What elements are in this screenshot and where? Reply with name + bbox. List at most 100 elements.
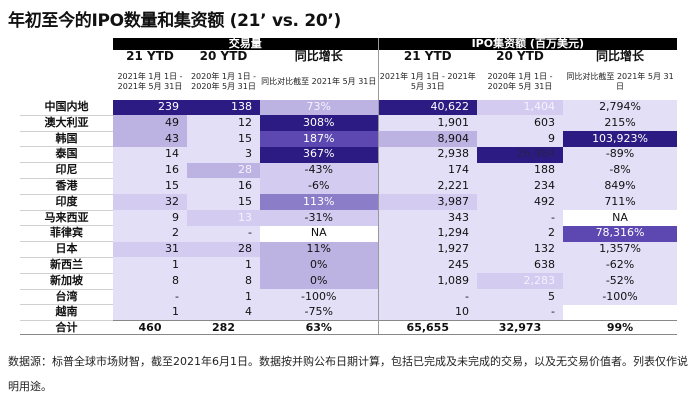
row-label: 泰国: [20, 146, 113, 164]
cell: 1: [187, 257, 260, 274]
cell: 28: [187, 162, 260, 179]
table-row: 中国内地 239 138 73% 40,622 1,404 2,794%: [20, 100, 678, 116]
cell: -100%: [260, 289, 379, 305]
cell: -62%: [563, 257, 678, 274]
cell: 1,294: [377, 225, 478, 242]
col-yoy: 同比增长: [563, 50, 678, 63]
group-header-volume: 交易量: [113, 38, 379, 50]
cell: 138: [187, 100, 260, 116]
cell: 245: [377, 257, 478, 274]
table-row: 新加坡 8 8 0% 1,089 2,283 -52%: [20, 273, 678, 290]
cell: -89%: [563, 146, 678, 163]
cell: 343: [377, 210, 478, 226]
cell: 187%: [260, 131, 379, 147]
cell: -75%: [260, 304, 379, 321]
cell: 10: [377, 304, 478, 321]
row-label: 台湾: [20, 289, 113, 306]
cell: 12: [187, 115, 260, 132]
row-label: 马来西亚: [20, 210, 113, 227]
table-row: 香港 15 16 -6% 2,221 234 849%: [20, 178, 678, 195]
group-header-proceeds: IPO集资额 (百万美元): [377, 38, 678, 50]
date-range: 同比对比截至 2021年 5月 31日: [260, 63, 379, 100]
cell: 14: [113, 146, 187, 163]
col-21ytd: 21 YTD: [113, 50, 187, 63]
cell: 1: [187, 289, 260, 305]
table-row: 印尼 16 28 -43% 174 188 -8%: [20, 162, 678, 179]
total-row: 合计 460 282 63% 65,655 32,973 99%: [20, 320, 678, 336]
cell: -: [187, 225, 260, 242]
row-label: 印尼: [20, 162, 113, 179]
cell: 15: [187, 131, 260, 147]
cell: 2,221: [377, 178, 478, 195]
cell: 31: [113, 241, 187, 258]
table-row: 泰国 14 3 367% 2,938 26,984 -89%: [20, 146, 678, 164]
cell: 2: [113, 225, 187, 242]
cell: 2: [477, 225, 564, 242]
row-label: 香港: [20, 178, 113, 195]
table-row: 韩国 43 15 187% 8,904 9 103,923%: [20, 131, 678, 148]
cell: 188: [477, 162, 564, 179]
cell: -: [477, 210, 564, 226]
row-label: 印度: [20, 194, 113, 211]
date-range: 2020年 1月 1日 - 2020年 5月 31日: [477, 63, 564, 100]
cell: 5: [477, 289, 564, 305]
cell: 1,927: [377, 241, 478, 258]
cell: 1: [113, 304, 187, 321]
cell: 4: [187, 304, 260, 321]
cell: 174: [377, 162, 478, 179]
row-label: 新西兰: [20, 257, 113, 274]
table-row: 台湾 -1 -100% -5 -100%: [20, 289, 678, 306]
cell: -8%: [563, 162, 678, 179]
cell: 28: [187, 241, 260, 258]
cell: 63%: [260, 320, 379, 336]
cell: -: [377, 289, 478, 305]
date-range: 2020年 1月 1日 - 2020年 5月 31日: [187, 63, 260, 100]
cell: 3: [187, 146, 260, 163]
cell: -31%: [260, 210, 379, 226]
cell: 711%: [563, 194, 678, 211]
row-label: 日本: [20, 241, 113, 258]
col-yoy: 同比增长: [260, 50, 379, 63]
cell: 15: [187, 194, 260, 211]
cell: NA: [563, 210, 678, 226]
footnote: 数据源：标普全球市场财智，截至2021年6月1日。数据按并购公布日期计算，包括已…: [8, 355, 688, 393]
cell: -100%: [563, 289, 678, 305]
cell: 3,987: [377, 194, 478, 211]
date-range: 同比对比截至 2021年 5月 31日: [563, 63, 678, 100]
cell: 65,655: [377, 320, 478, 336]
cell: 8: [187, 273, 260, 290]
cell: 215%: [563, 115, 678, 132]
cell: -52%: [563, 273, 678, 290]
cell: 1,901: [377, 115, 478, 132]
cell: 460: [113, 320, 187, 336]
table-row: 马来西亚 9 13 -31% 343- NA: [20, 210, 678, 227]
table-row: 印度 32 15 113% 3,987 492 711%: [20, 194, 678, 211]
cell: 49: [113, 115, 187, 132]
cell: 603: [477, 115, 564, 132]
col-20ytd: 20 YTD: [477, 50, 564, 63]
cell: 73%: [260, 100, 379, 116]
cell: 43: [113, 131, 187, 147]
cell: 638: [477, 257, 564, 274]
cell: 0%: [260, 273, 379, 290]
table-row: 新西兰 1 1 0% 245 638 -62%: [20, 257, 678, 274]
table-row: 澳大利亚 49 12 308% 1,901 603 215%: [20, 115, 678, 132]
cell: 9: [477, 131, 564, 147]
cell: 0%: [260, 257, 379, 274]
cell: -43%: [260, 162, 379, 179]
cell: 2,283: [477, 273, 564, 290]
cell: 11%: [260, 241, 379, 258]
cell: [563, 304, 678, 321]
cell: 32,973: [477, 320, 564, 336]
cell: 367%: [260, 146, 379, 163]
ipo-table: 交易量 IPO集资额 (百万美元) 21 YTD 20 YTD 同比增长 21 Y…: [20, 38, 678, 336]
cell: 308%: [260, 115, 379, 132]
cell: 15: [113, 178, 187, 195]
cell: 1,089: [377, 273, 478, 290]
cell: 16: [187, 178, 260, 195]
col-21ytd: 21 YTD: [377, 50, 478, 63]
cell: 239: [113, 100, 187, 116]
cell: 132: [477, 241, 564, 258]
cell: 78,316%: [563, 225, 678, 242]
cell: 40,622: [377, 100, 478, 116]
